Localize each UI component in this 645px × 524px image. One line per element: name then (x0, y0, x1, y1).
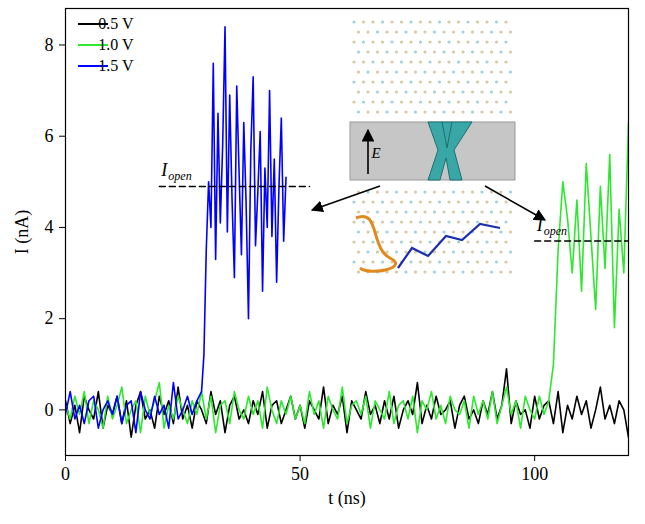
svg-text:E: E (370, 145, 380, 161)
svg-text:I: I (536, 214, 543, 235)
svg-text:open: open (544, 224, 567, 238)
svg-text:I: I (160, 160, 168, 180)
svg-text:1.5 V: 1.5 V (98, 57, 134, 74)
svg-text:6: 6 (45, 126, 54, 146)
svg-text:1.0 V: 1.0 V (98, 36, 134, 53)
svg-text:4: 4 (45, 217, 54, 237)
svg-text:0: 0 (45, 400, 54, 420)
svg-text:100: 100 (521, 464, 548, 484)
svg-text:8: 8 (45, 35, 54, 55)
svg-text:2: 2 (45, 308, 54, 328)
svg-text:0: 0 (61, 464, 70, 484)
svg-text:I (nA): I (nA) (12, 210, 33, 254)
svg-text:0.5 V: 0.5 V (98, 15, 134, 32)
svg-text:t (ns): t (ns) (328, 488, 366, 509)
svg-text:open: open (168, 169, 191, 183)
svg-text:50: 50 (291, 464, 309, 484)
